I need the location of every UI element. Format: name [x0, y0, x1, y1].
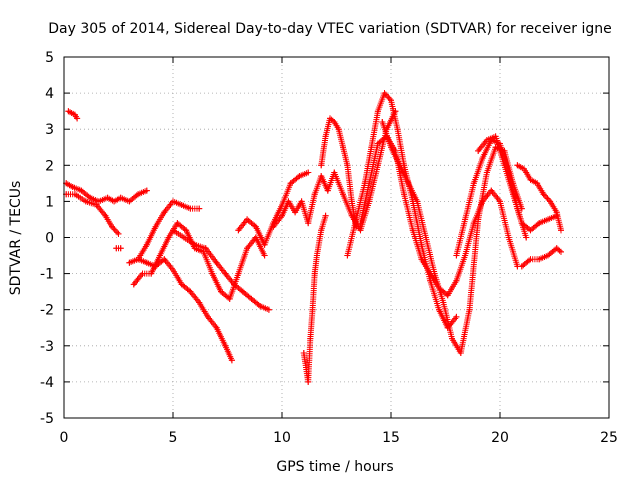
data-points	[63, 90, 564, 385]
series-trace	[63, 180, 150, 205]
series-trace-n	[357, 133, 521, 299]
series-trace-b	[63, 180, 150, 205]
y-tick-label: -3	[40, 339, 54, 355]
series-trace	[65, 108, 81, 122]
series-trace	[270, 108, 399, 234]
series-trace	[135, 256, 235, 364]
series-trace-o	[379, 119, 525, 356]
y-tick-label: 1	[45, 194, 54, 210]
series-trace	[475, 133, 560, 234]
series-trace-s	[518, 245, 564, 270]
series-trace-g	[135, 256, 235, 364]
chart-title: Day 305 of 2014, Sidereal Day-to-day VTE…	[48, 21, 611, 37]
series-trace	[113, 245, 124, 252]
x-tick-label: 15	[382, 430, 400, 446]
y-tick-label: -2	[40, 303, 54, 319]
series-trace	[518, 245, 564, 270]
y-tick-label: 0	[45, 231, 54, 247]
series-trace-j	[270, 108, 399, 234]
y-tick-label: 5	[45, 50, 54, 66]
x-tick-label: 0	[60, 430, 69, 446]
x-tick-label: 10	[273, 430, 291, 446]
series-trace	[63, 191, 122, 237]
series-trace-r	[514, 162, 564, 234]
x-tick-label: 20	[491, 430, 509, 446]
series-trace	[318, 115, 360, 230]
y-tick-label: -5	[40, 411, 54, 427]
series-trace-i	[235, 169, 312, 248]
x-tick-label: 5	[169, 430, 178, 446]
y-tick-label: -1	[40, 267, 54, 283]
y-tick-label: 3	[45, 122, 54, 138]
series-trace-c	[63, 191, 122, 237]
series-trace	[235, 169, 312, 248]
y-tick-label: -4	[40, 375, 54, 391]
series-trace-k	[300, 212, 329, 385]
axis-ticks: 0 5 10 15 20 25 -5 -4 -3 -2 -1 0 1 2 3 4 5	[40, 50, 618, 446]
series-trace	[300, 212, 329, 385]
series-trace-h	[170, 227, 272, 313]
series-trace-l	[318, 115, 360, 230]
series-trace	[379, 119, 525, 356]
y-tick-label: 4	[45, 86, 54, 102]
series-trace-a	[65, 108, 81, 122]
series-trace	[170, 227, 272, 313]
x-tick-label: 25	[600, 430, 618, 446]
y-tick-label: 2	[45, 158, 54, 174]
series-trace-d	[113, 245, 124, 252]
series-trace	[344, 90, 460, 331]
y-axis-label: SDTVAR / TECUs	[8, 181, 24, 296]
series-trace	[514, 162, 564, 234]
x-axis-label: GPS time / hours	[276, 459, 393, 475]
